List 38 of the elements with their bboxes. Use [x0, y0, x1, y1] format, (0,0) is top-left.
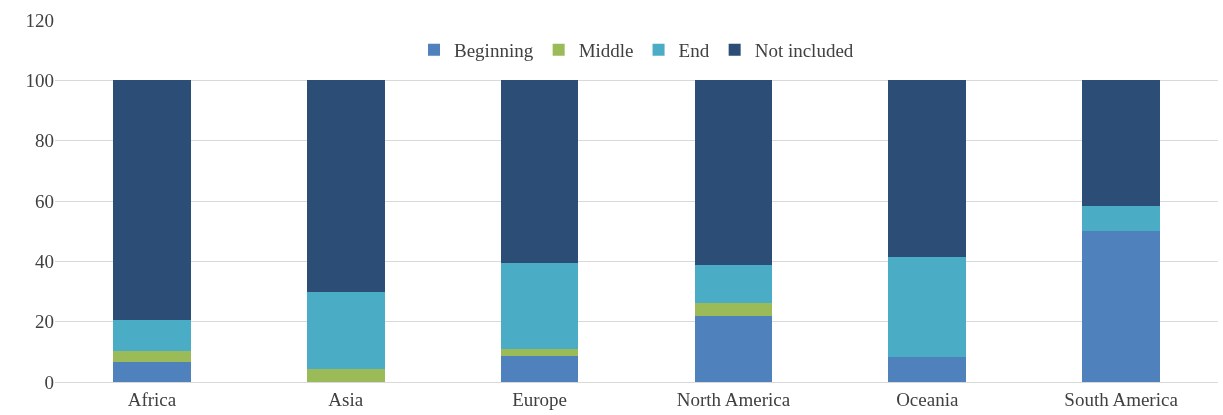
y-tick-label: 80	[35, 130, 54, 152]
bar	[694, 302, 773, 317]
x-tick-label: Oceania	[896, 388, 959, 410]
bar	[1082, 80, 1160, 206]
bar	[1082, 231, 1160, 382]
legend-label: Beginning	[454, 40, 534, 62]
bar	[306, 291, 385, 369]
bar	[500, 263, 579, 349]
y-tick-label: 120	[25, 9, 54, 31]
legend-label: End	[678, 40, 710, 62]
bar	[888, 356, 967, 382]
x-tick-label: South America	[1064, 388, 1179, 410]
bar	[694, 264, 773, 303]
bar	[500, 348, 579, 356]
bar	[500, 80, 579, 264]
y-tick-label: 20	[35, 311, 54, 333]
bar	[1082, 205, 1160, 232]
bar	[306, 80, 385, 292]
bar	[113, 80, 191, 321]
legend-label: Not included	[754, 40, 854, 62]
bar	[113, 361, 191, 382]
x-tick-label: Asia	[328, 388, 364, 410]
x-tick-label: Europe	[512, 388, 568, 410]
x-tick-label: Africa	[127, 388, 177, 410]
y-tick-label: 40	[35, 250, 54, 272]
legend-label: Middle	[578, 40, 634, 62]
bar	[500, 355, 579, 382]
y-tick-label: 0	[44, 371, 54, 393]
y-tick-label: 60	[35, 190, 54, 212]
bar	[694, 316, 773, 382]
bar	[694, 80, 773, 265]
bar	[113, 350, 191, 362]
x-tick-label: North America	[676, 388, 791, 410]
bar	[113, 320, 191, 351]
y-tick-label: 100	[25, 69, 54, 91]
bar	[888, 80, 967, 257]
bar	[888, 256, 967, 357]
bar	[306, 368, 385, 382]
